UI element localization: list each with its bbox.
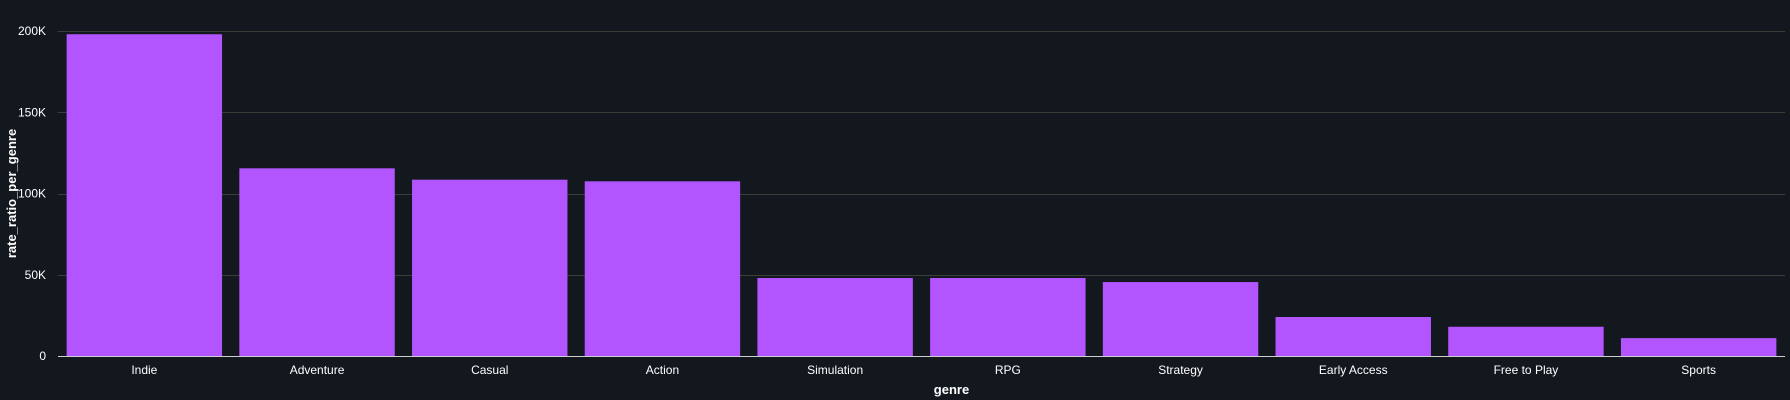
x-tick-label: Early Access [1319,363,1388,377]
bar-casual[interactable] [412,179,568,356]
y-tick-label: 50K [25,268,46,282]
bar-early-access[interactable] [1275,317,1431,356]
y-axis-title: rate_ratio_per_genre [4,129,19,258]
bar-indie[interactable] [66,34,223,356]
y-axis-ticks: 0 50K 100K 150K 200K [18,24,46,363]
x-tick-label: Simulation [807,363,863,377]
bar-rpg[interactable] [930,278,1086,356]
bar-adventure[interactable] [239,168,395,356]
x-tick-label: Free to Play [1494,363,1559,377]
x-tick-label: Indie [131,363,157,377]
y-tick-label: 200K [18,24,46,38]
x-tick-label: Strategy [1158,363,1203,377]
x-axis-title: genre [934,382,969,397]
bar-simulation[interactable] [757,278,913,356]
y-tick-label: 150K [18,105,46,119]
x-tick-label: Adventure [290,363,345,377]
bar-action[interactable] [584,181,741,356]
x-axis-ticks: Indie Adventure Casual Action Simulation RPG S… [131,363,1716,377]
bar-free-to-play[interactable] [1448,326,1604,356]
x-tick-label: Casual [471,363,508,377]
x-tick-label: Sports [1681,363,1716,377]
y-tick-label: 100K [18,187,46,201]
bars [66,34,1777,357]
x-tick-label: RPG [995,363,1021,377]
y-tick-label: 0 [39,349,46,363]
bar-sports[interactable] [1620,338,1777,357]
x-tick-label: Action [646,363,679,377]
bar-strategy[interactable] [1102,282,1259,356]
